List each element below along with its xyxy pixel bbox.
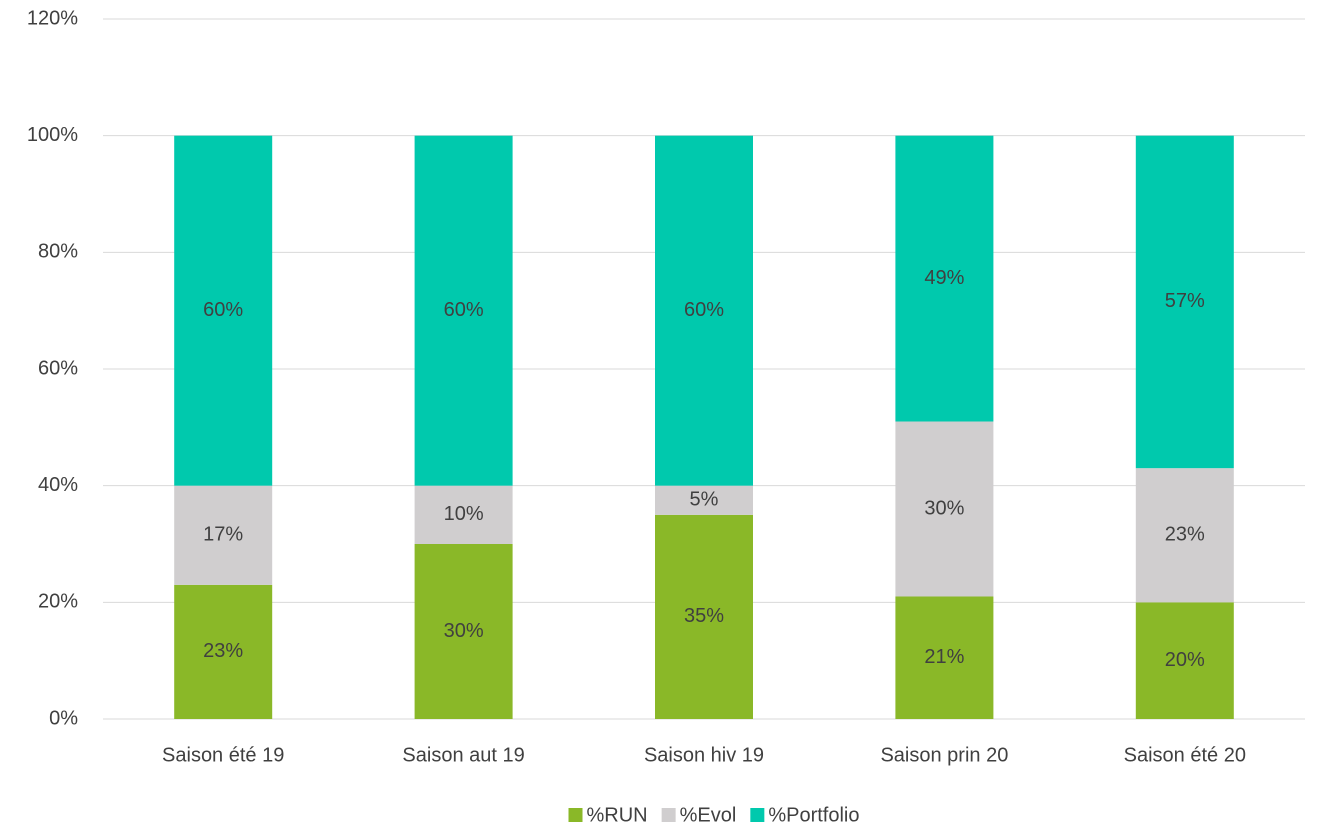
data-label: 21% (924, 646, 964, 668)
data-label: 30% (444, 620, 484, 642)
data-label: 35% (684, 605, 724, 627)
y-tick-label: 120% (27, 7, 78, 29)
data-label: 23% (1165, 524, 1205, 546)
x-tick-label: Saison aut 19 (402, 744, 524, 766)
y-tick-label: 80% (38, 241, 78, 263)
y-tick-label: 60% (38, 357, 78, 379)
bar-segment (174, 584, 273, 719)
data-label: 57% (1165, 290, 1205, 312)
bar-segment (414, 135, 513, 486)
data-label: 30% (924, 497, 964, 519)
x-tick-label: Saison hiv 19 (644, 744, 764, 766)
y-tick-label: 40% (38, 474, 78, 496)
legend-swatch (568, 808, 583, 822)
bar-segment (1135, 602, 1234, 719)
bar-segment (655, 485, 753, 515)
data-label: 10% (444, 503, 484, 525)
data-label: 23% (203, 640, 243, 662)
legend-swatch (661, 808, 676, 822)
data-label: 60% (684, 299, 724, 321)
y-tick-label: 100% (27, 124, 78, 146)
data-label: 17% (203, 524, 243, 546)
bar-segment (895, 596, 994, 719)
x-tick-label: Saison prin 20 (880, 744, 1008, 766)
bar-segment (655, 135, 753, 486)
legend-swatch (750, 808, 765, 822)
bar-segment (414, 485, 513, 544)
y-tick-label: 20% (38, 591, 78, 613)
legend-label: %Portfolio (768, 804, 859, 826)
bar-segment (655, 514, 753, 719)
y-tick-label: 0% (49, 707, 78, 729)
bar-segment (895, 135, 994, 422)
data-label: 5% (690, 489, 719, 511)
x-tick-label: Saison été 20 (1124, 744, 1246, 766)
legend-label: %RUN (587, 804, 648, 826)
bar-segment (1135, 135, 1234, 469)
data-label: 20% (1165, 649, 1205, 671)
bar-segment (1135, 468, 1234, 603)
data-label: 49% (924, 267, 964, 289)
legend-label: %Evol (680, 804, 737, 826)
x-tick-label: Saison été 19 (162, 744, 284, 766)
bar-segment (174, 135, 273, 486)
bar-segment (895, 421, 994, 597)
data-label: 60% (203, 299, 243, 321)
bar-segment (174, 485, 273, 585)
data-label: 60% (444, 299, 484, 321)
bar-segment (414, 544, 513, 719)
